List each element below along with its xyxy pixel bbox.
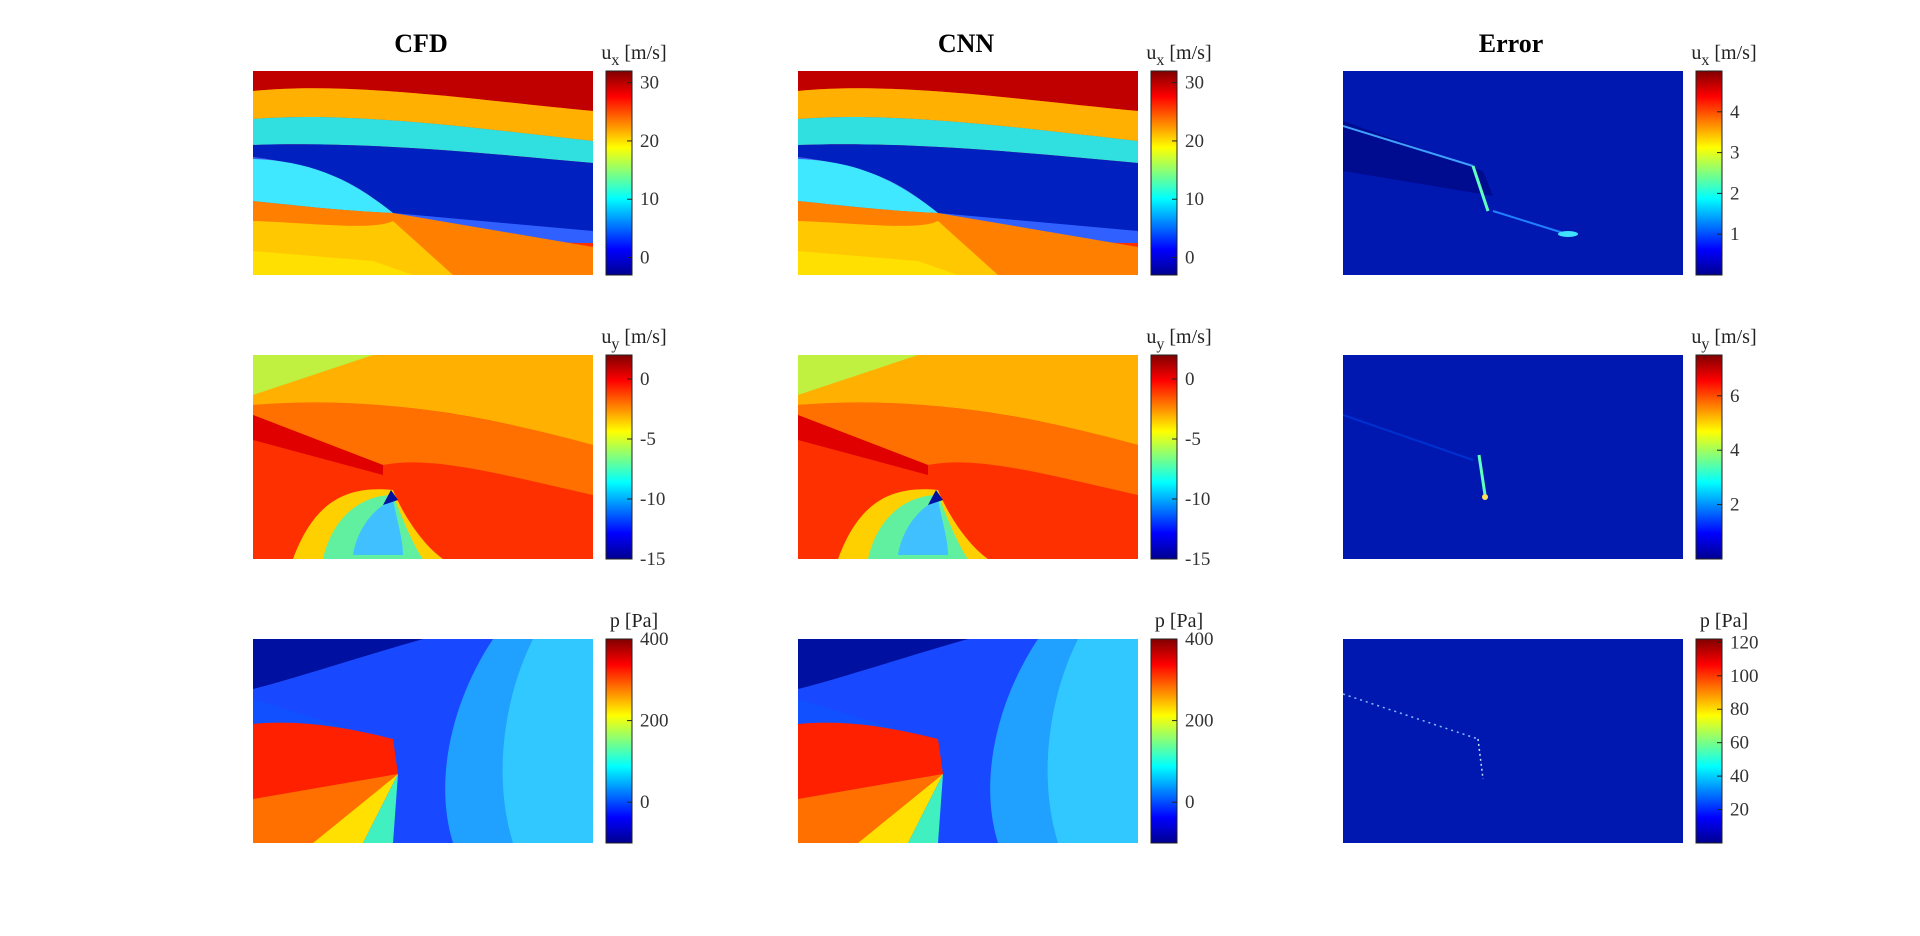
- colorbar-cnn-uy: 0 -5 -10 -15 uy [m/s]: [1146, 326, 1211, 570]
- colorbar-tick-label: -10: [1185, 489, 1210, 510]
- colorbar-tick-label: 0: [1185, 248, 1195, 269]
- colorbar-error-ux: 1 2 3 4 ux [m/s]: [1691, 42, 1757, 276]
- colorbar-tick-label: 0: [640, 248, 650, 269]
- colorbar-tick-label: 2: [1730, 183, 1740, 204]
- colorbar-tick-label: 4: [1730, 102, 1740, 123]
- colorbar-tick-label: 0: [1185, 792, 1195, 813]
- colorbar-unit-label: uy [m/s]: [1146, 326, 1211, 353]
- colorbar-tick-label: 200: [640, 711, 669, 732]
- heatmap-cfd-p: [253, 639, 593, 843]
- colorbar-tick-label: 120: [1730, 632, 1759, 653]
- colorbar-cnn-ux: 0 10 20 30 ux [m/s]: [1146, 42, 1212, 276]
- colorbar-error-uy: 2 4 6 uy [m/s]: [1691, 326, 1757, 560]
- colorbar-unit-label: ux [m/s]: [1146, 42, 1211, 69]
- colorbar-unit-label: p [Pa]: [610, 610, 658, 632]
- colorbar-unit-label: p [Pa]: [1155, 610, 1203, 632]
- colorbar-tick-label: 400: [640, 629, 669, 650]
- column-title-cfd: CFD: [394, 29, 447, 58]
- colorbar-tick-label: 6: [1730, 386, 1740, 407]
- colorbar-tick-label: 0: [640, 369, 650, 390]
- colorbar-gradient: [1150, 354, 1178, 560]
- colorbar-tick-label: 0: [1185, 369, 1195, 390]
- colorbar-tick-label: 20: [1185, 131, 1204, 152]
- colorbar-tick-label: 10: [1185, 189, 1204, 210]
- colorbar-tick-label: 20: [1730, 800, 1749, 821]
- column-title-error: Error: [1479, 29, 1544, 58]
- colorbar-gradient: [1150, 638, 1178, 844]
- colorbar-tick-label: 60: [1730, 733, 1749, 754]
- colorbar-gradient: [1695, 70, 1723, 276]
- colorbar-tick-label: -10: [640, 489, 665, 510]
- colorbar-tick-label: 30: [1185, 73, 1204, 94]
- colorbar-tick-label: 400: [1185, 629, 1214, 650]
- colorbar-tick-label: 20: [640, 131, 659, 152]
- heatmap-cnn-ux: [798, 71, 1138, 275]
- colorbar-gradient: [1695, 638, 1723, 844]
- colorbar-gradient: [1695, 354, 1723, 560]
- colorbar-tick-label: -5: [640, 429, 656, 450]
- colorbar-gradient: [605, 354, 633, 560]
- colorbar-tick-label: 200: [1185, 711, 1214, 732]
- colorbar-gradient: [605, 70, 633, 276]
- colorbar-gradient: [605, 638, 633, 844]
- colorbar-tick-label: 100: [1730, 666, 1759, 687]
- colorbar-unit-label: p [Pa]: [1700, 610, 1748, 632]
- colorbar-tick-label: 4: [1730, 440, 1740, 461]
- colorbar-tick-label: 40: [1730, 766, 1749, 787]
- colorbar-unit-label: ux [m/s]: [1691, 42, 1756, 69]
- heatmap-cnn-uy: [798, 355, 1138, 559]
- heatmap-cfd-uy: [253, 355, 593, 559]
- colorbar-tick-label: 3: [1730, 143, 1740, 164]
- colorbar-tick-label: 10: [640, 189, 659, 210]
- colorbar-tick-label: 80: [1730, 699, 1749, 720]
- heatmap-cnn-p: [798, 639, 1138, 843]
- colorbar-gradient: [1150, 70, 1178, 276]
- colorbar-cfd-uy: 0 -5 -10 -15 uy [m/s]: [601, 326, 666, 570]
- column-title-cnn: CNN: [938, 29, 995, 58]
- colorbar-unit-label: ux [m/s]: [601, 42, 666, 69]
- heatmap-cfd-ux: [253, 71, 593, 275]
- heatmap-error-uy: [1343, 355, 1683, 559]
- heatmap-error-p: [1343, 639, 1683, 843]
- colorbar-tick-label: 30: [640, 73, 659, 94]
- colorbar-cfd-ux: 0 10 20 30 ux [m/s]: [601, 42, 667, 276]
- colorbar-tick-label: 2: [1730, 495, 1740, 516]
- colorbar-tick-label: -15: [640, 549, 665, 570]
- colorbar-unit-label: uy [m/s]: [1691, 326, 1756, 353]
- heatmap-error-ux: [1343, 71, 1683, 275]
- colorbar-tick-label: -5: [1185, 429, 1201, 450]
- colorbar-unit-label: uy [m/s]: [601, 326, 666, 353]
- colorbar-tick-label: 0: [640, 792, 650, 813]
- colorbar-tick-label: 1: [1730, 224, 1740, 245]
- colorbar-tick-label: -15: [1185, 549, 1210, 570]
